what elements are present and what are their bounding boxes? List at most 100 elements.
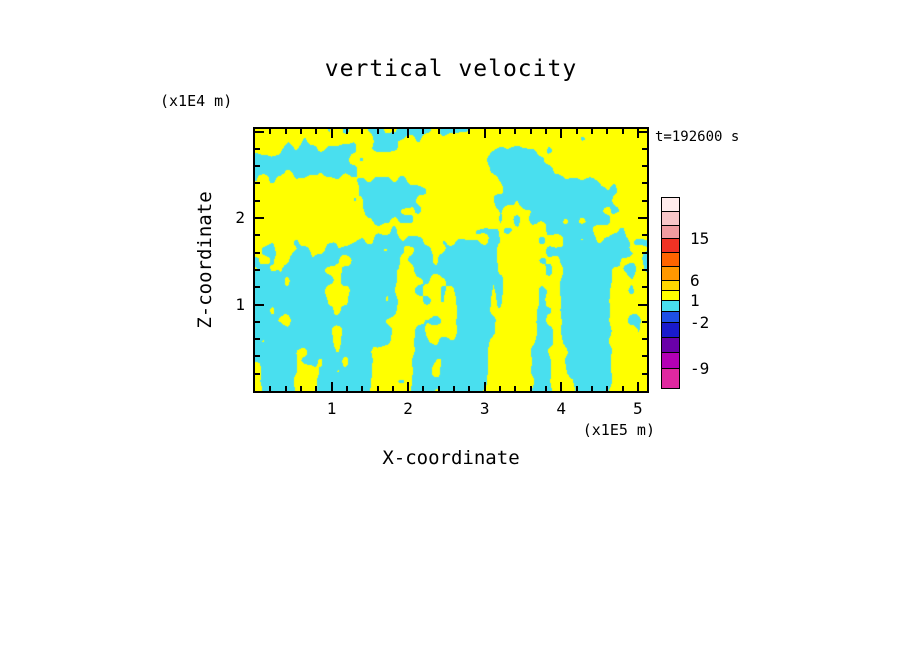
axis-tick — [529, 386, 532, 391]
axis-tick — [544, 386, 547, 391]
velocity-field-heatmap — [255, 129, 647, 391]
colorbar-segment — [662, 198, 679, 212]
axis-tick — [422, 386, 425, 391]
colorbar-segment — [662, 212, 679, 226]
axis-tick — [345, 386, 348, 391]
colorbar-segment — [662, 312, 679, 323]
axis-tick — [642, 268, 647, 271]
axis-tick — [315, 129, 318, 134]
axis-tick — [284, 129, 287, 134]
axis-tick — [642, 355, 647, 358]
colorbar-label: 15 — [690, 229, 710, 248]
colorbar-segment — [662, 267, 679, 281]
colorbar-segment — [662, 226, 679, 239]
colorbar — [661, 197, 680, 389]
colorbar-segment — [662, 291, 679, 301]
axis-tick — [606, 386, 609, 391]
axis-tick — [621, 386, 624, 391]
axis-tick — [255, 303, 264, 306]
axis-tick — [345, 129, 348, 134]
axis-tick — [514, 129, 517, 134]
axis-tick — [437, 386, 440, 391]
colorbar-segment — [662, 281, 679, 291]
axis-tick — [422, 129, 425, 134]
axis-tick — [407, 382, 410, 391]
axis-tick — [499, 129, 501, 134]
time-annotation: t=192600 s — [655, 129, 740, 145]
axis-tick — [636, 129, 639, 138]
x-tick-label: 1 — [326, 399, 337, 418]
axis-tick — [529, 129, 532, 134]
x-tick-label: 3 — [479, 399, 490, 418]
axis-tick — [642, 165, 647, 168]
axis-tick — [255, 251, 260, 254]
axis-tick — [499, 386, 501, 391]
colorbar-segment — [662, 338, 679, 353]
axis-tick — [468, 129, 471, 134]
axis-tick — [361, 386, 364, 391]
z-axis-unit: (x1E4 m) — [160, 92, 233, 110]
colorbar-segment — [662, 253, 679, 267]
axis-tick — [590, 386, 593, 391]
axis-tick — [483, 129, 486, 138]
axis-tick — [642, 199, 647, 202]
x-tick-label: 4 — [556, 399, 567, 418]
plot-area: 1 2 3 4 5 1 2 — [235, 127, 649, 418]
axis-tick — [560, 382, 563, 391]
x-tick-label: 2 — [403, 399, 413, 418]
x-axis-unit: (x1E5 m) — [582, 421, 655, 439]
axis-tick — [642, 251, 647, 254]
axis-tick — [315, 386, 318, 391]
axis-tick — [453, 129, 456, 134]
axis-tick — [621, 129, 624, 134]
axis-tick — [638, 303, 647, 306]
colorbar-segment — [662, 323, 679, 338]
z-tick-label: 2 — [235, 208, 245, 228]
axis-tick — [638, 217, 647, 220]
axis-tick — [255, 372, 260, 375]
colorbar-segment — [662, 301, 679, 312]
axis-tick — [255, 217, 264, 220]
axis-tick — [255, 338, 260, 341]
colorbar-segment — [662, 239, 679, 253]
axis-tick — [642, 372, 647, 375]
axis-tick — [376, 386, 379, 391]
axis-tick — [255, 320, 260, 323]
axis-tick — [255, 234, 260, 237]
axis-tick — [269, 386, 272, 391]
axis-tick — [391, 386, 394, 391]
axis-tick — [361, 129, 364, 134]
axis-tick — [575, 386, 578, 391]
colorbar-label: -9 — [690, 359, 710, 378]
x-axis-label: X-coordinate — [382, 447, 520, 469]
axis-tick — [376, 129, 379, 134]
axis-tick — [299, 386, 302, 391]
z-axis-label: Z-coordinate — [194, 191, 216, 329]
axis-tick — [255, 165, 260, 168]
colorbar-label: 1 — [690, 291, 700, 310]
axis-tick — [642, 234, 647, 237]
axis-tick — [483, 382, 486, 391]
chart-title: vertical velocity — [324, 56, 578, 82]
axis-tick — [255, 130, 264, 133]
axis-tick — [255, 286, 260, 289]
axis-tick — [560, 129, 563, 138]
axis-tick — [453, 386, 456, 391]
axis-tick — [544, 129, 547, 134]
axis-tick — [255, 182, 260, 185]
axis-tick — [255, 199, 260, 202]
axis-tick — [636, 382, 639, 391]
axis-tick — [642, 182, 647, 185]
axis-tick — [299, 129, 302, 134]
x-tick-label: 5 — [632, 399, 643, 418]
axis-tick — [642, 286, 647, 289]
colorbar-label: 6 — [690, 271, 700, 290]
axis-tick — [284, 386, 287, 391]
axis-tick — [606, 129, 609, 134]
axis-tick — [642, 147, 647, 150]
axis-tick — [255, 147, 260, 150]
colorbar-segment — [662, 353, 679, 369]
axis-tick — [514, 386, 517, 391]
axis-tick — [642, 338, 647, 341]
